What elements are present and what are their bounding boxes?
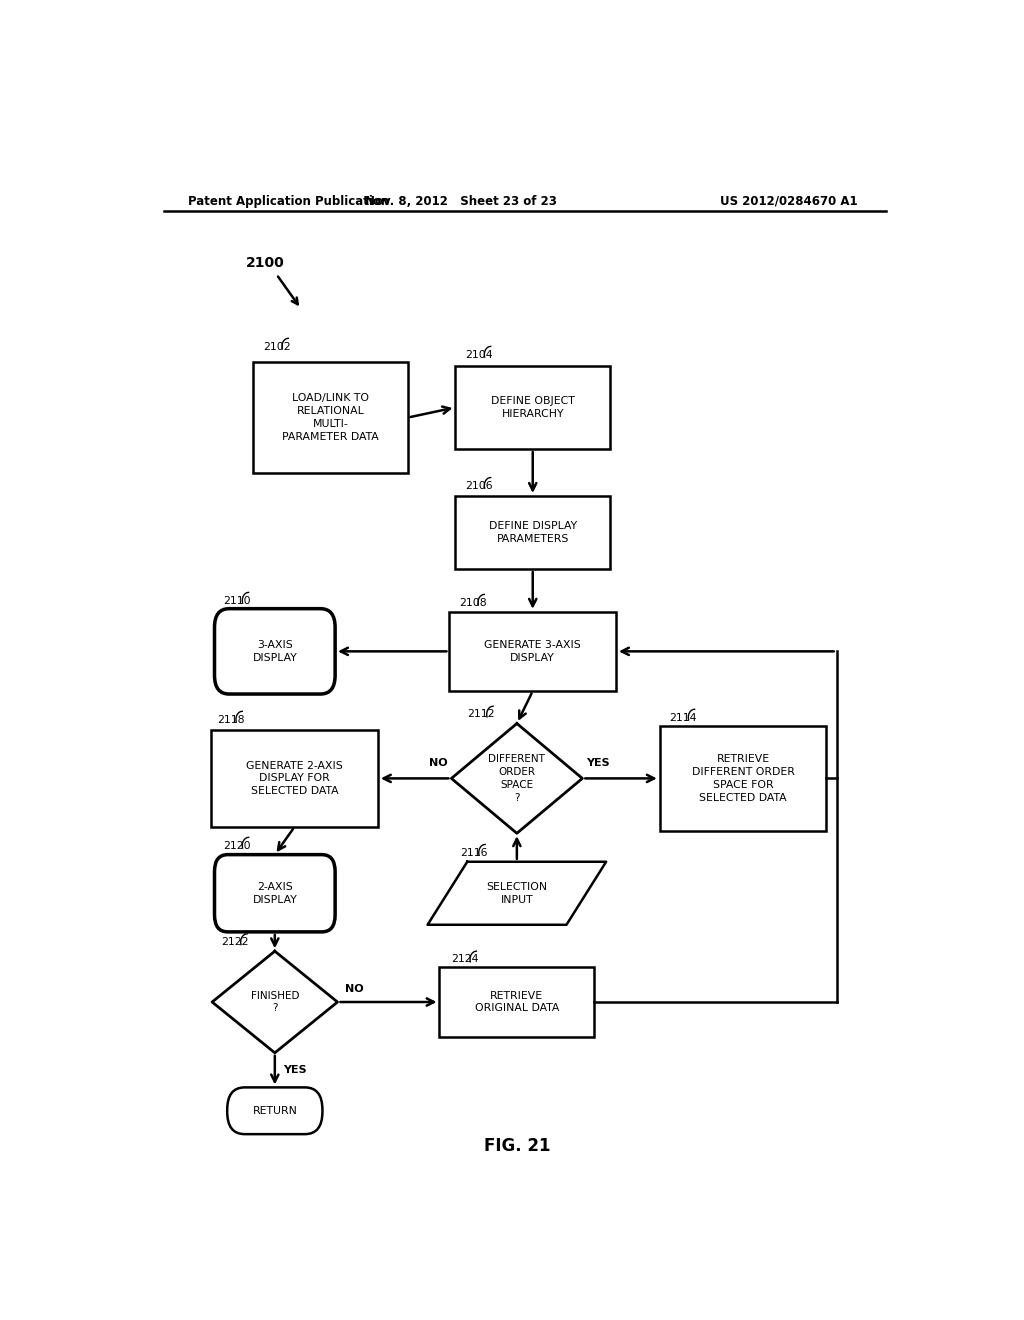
Text: 3-AXIS
DISPLAY: 3-AXIS DISPLAY xyxy=(253,640,297,663)
Text: 2122: 2122 xyxy=(221,937,249,948)
Text: US 2012/0284670 A1: US 2012/0284670 A1 xyxy=(721,194,858,207)
Text: 2102: 2102 xyxy=(263,342,291,351)
Text: SELECTION
INPUT: SELECTION INPUT xyxy=(486,882,548,904)
Text: 2100: 2100 xyxy=(246,256,285,271)
Text: YES: YES xyxy=(587,758,610,768)
Text: FINISHED
?: FINISHED ? xyxy=(251,990,299,1014)
Text: Nov. 8, 2012   Sheet 23 of 23: Nov. 8, 2012 Sheet 23 of 23 xyxy=(366,194,557,207)
FancyBboxPatch shape xyxy=(450,611,616,690)
Text: FIG. 21: FIG. 21 xyxy=(483,1138,550,1155)
FancyBboxPatch shape xyxy=(456,366,610,449)
Text: 2120: 2120 xyxy=(223,841,251,850)
Text: 2106: 2106 xyxy=(465,480,493,491)
FancyBboxPatch shape xyxy=(439,968,594,1036)
Polygon shape xyxy=(212,952,338,1053)
Text: 2116: 2116 xyxy=(460,847,487,858)
Text: 2110: 2110 xyxy=(223,595,251,606)
Text: LOAD/LINK TO
RELATIONAL
MULTI-
PARAMETER DATA: LOAD/LINK TO RELATIONAL MULTI- PARAMETER… xyxy=(282,393,379,442)
FancyBboxPatch shape xyxy=(456,496,610,569)
Text: GENERATE 2-AXIS
DISPLAY FOR
SELECTED DATA: GENERATE 2-AXIS DISPLAY FOR SELECTED DAT… xyxy=(247,760,343,796)
FancyBboxPatch shape xyxy=(211,730,378,826)
Text: 2118: 2118 xyxy=(217,714,245,725)
Text: RETURN: RETURN xyxy=(252,1106,297,1115)
Text: RETRIEVE
ORIGINAL DATA: RETRIEVE ORIGINAL DATA xyxy=(475,990,559,1014)
Text: DEFINE OBJECT
HIERARCHY: DEFINE OBJECT HIERARCHY xyxy=(490,396,574,418)
Text: 2112: 2112 xyxy=(468,709,496,719)
Text: 2114: 2114 xyxy=(670,713,696,722)
Text: 2108: 2108 xyxy=(459,598,486,607)
Text: 2-AXIS
DISPLAY: 2-AXIS DISPLAY xyxy=(253,882,297,904)
FancyBboxPatch shape xyxy=(227,1088,323,1134)
Text: 2104: 2104 xyxy=(465,350,493,359)
Text: NO: NO xyxy=(345,983,365,994)
Text: Patent Application Publication: Patent Application Publication xyxy=(187,194,389,207)
FancyBboxPatch shape xyxy=(214,854,335,932)
FancyBboxPatch shape xyxy=(659,726,826,832)
Text: DEFINE DISPLAY
PARAMETERS: DEFINE DISPLAY PARAMETERS xyxy=(488,521,577,544)
Polygon shape xyxy=(428,862,606,925)
Text: GENERATE 3-AXIS
DISPLAY: GENERATE 3-AXIS DISPLAY xyxy=(484,640,581,663)
Text: YES: YES xyxy=(283,1065,306,1074)
Polygon shape xyxy=(452,723,583,833)
Text: 2124: 2124 xyxy=(451,954,478,965)
Text: DIFFERENT
ORDER
SPACE
?: DIFFERENT ORDER SPACE ? xyxy=(488,754,546,803)
Text: RETRIEVE
DIFFERENT ORDER
SPACE FOR
SELECTED DATA: RETRIEVE DIFFERENT ORDER SPACE FOR SELEC… xyxy=(691,754,795,803)
Text: NO: NO xyxy=(429,758,447,768)
FancyBboxPatch shape xyxy=(214,609,335,694)
FancyBboxPatch shape xyxy=(253,362,408,474)
